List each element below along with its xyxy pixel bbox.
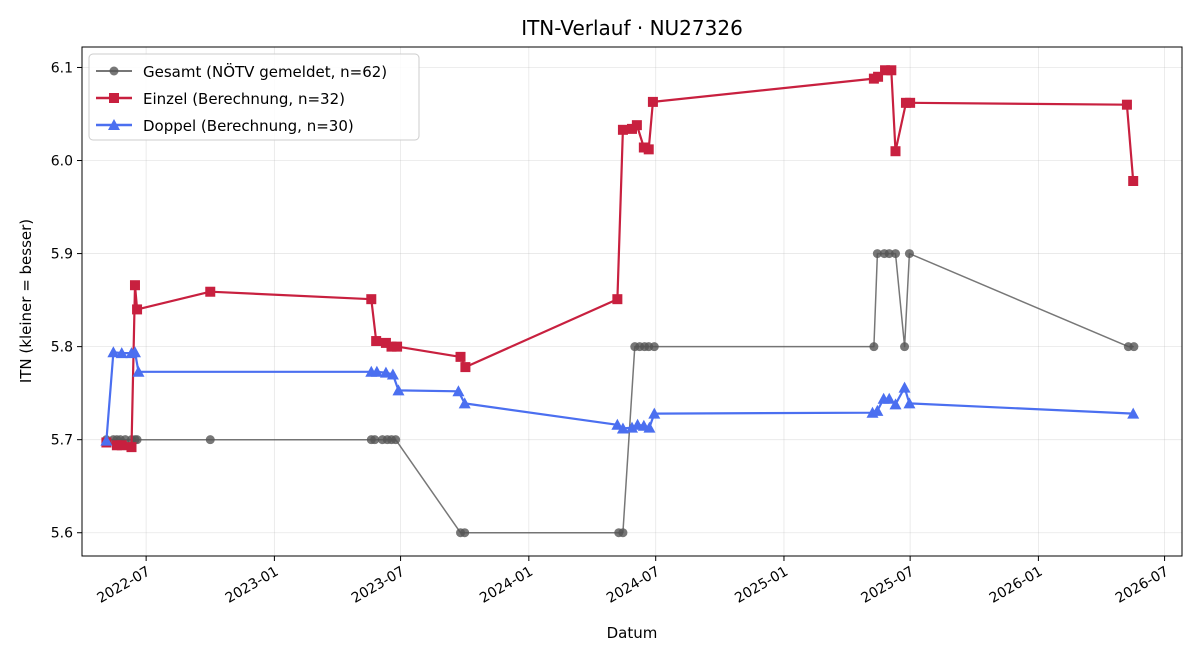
series-layer (100, 65, 1140, 538)
data-point-einzel (132, 304, 143, 315)
data-point-doppel (626, 421, 638, 433)
x-tick-label: 2025-01 (732, 564, 791, 607)
data-point-gesamt (391, 435, 401, 445)
plot-frame (81, 46, 1183, 557)
data-point-einzel (647, 96, 658, 107)
data-point-doppel (616, 422, 629, 434)
data-point-einzel (126, 442, 137, 453)
x-tick-label: 2024-01 (477, 564, 536, 607)
data-point-doppel (889, 398, 902, 410)
data-point-einzel (392, 341, 403, 352)
x-tick-label: 2023-07 (349, 564, 408, 607)
data-point-einzel (1128, 175, 1139, 186)
data-point-doppel (883, 392, 896, 404)
data-point-gesamt (460, 528, 470, 538)
x-tick-label: 2026-07 (1113, 564, 1172, 607)
legend-item-doppel: Doppel (Berechnung, n=30) (96, 117, 354, 135)
x-tick-label: 2024-07 (604, 564, 663, 607)
data-point-gesamt (618, 528, 628, 538)
data-point-einzel (631, 120, 642, 131)
data-point-doppel (379, 366, 392, 378)
data-point-einzel (455, 351, 466, 362)
y-axis-label: ITN (kleiner = besser) (17, 219, 35, 383)
data-point-einzel (905, 97, 916, 108)
data-point-doppel (871, 404, 884, 416)
data-point-einzel (371, 336, 382, 347)
x-tick-label: 2023-01 (223, 564, 282, 607)
series-gesamt (101, 249, 1139, 538)
series-doppel (100, 346, 1140, 446)
y-axis: 5.6 5.7 5.8 5.9 6.0 6.1 (51, 60, 82, 542)
data-point-gesamt (132, 435, 142, 445)
data-point-einzel (880, 65, 891, 76)
data-point-einzel (643, 144, 654, 155)
data-point-doppel (107, 346, 120, 358)
data-point-einzel (205, 286, 216, 297)
data-point-einzel (116, 440, 127, 451)
data-point-doppel (1127, 407, 1140, 419)
data-point-gesamt (649, 342, 659, 352)
legend-label-gesamt: Gesamt (NÖTV gemeldet, n=62) (143, 62, 387, 81)
data-point-gesamt (1129, 342, 1139, 352)
x-axis: 2022-07 2023-01 2023-07 2024-01 2024-07 2025-… (94, 556, 1172, 607)
legend-label-doppel: Doppel (Berechnung, n=30) (143, 117, 354, 135)
data-point-einzel (366, 294, 377, 305)
y-tick-label: 5.7 (51, 433, 73, 449)
data-point-gesamt (370, 435, 380, 445)
legend-item-einzel: Einzel (Berechnung, n=32) (96, 90, 345, 108)
legend: Gesamt (NÖTV gemeldet, n=62) Einzel (Ber… (88, 53, 420, 141)
data-point-doppel (115, 347, 128, 359)
legend-marker-doppel (108, 119, 120, 130)
data-point-einzel (129, 280, 140, 291)
y-tick-label: 5.8 (51, 340, 73, 356)
data-point-gesamt (205, 435, 215, 445)
data-point-einzel (1121, 99, 1132, 110)
data-point-einzel (617, 124, 628, 135)
data-point-doppel (903, 397, 916, 409)
data-point-doppel (132, 365, 145, 377)
data-point-doppel (458, 397, 471, 409)
data-point-doppel (452, 385, 465, 397)
data-point-doppel (100, 434, 113, 446)
chart-title: ITN-Verlauf · NU27326 (521, 16, 743, 40)
data-point-gesamt (884, 249, 894, 259)
legend-marker-einzel (109, 93, 119, 103)
legend-label-einzel: Einzel (Berechnung, n=32) (143, 90, 345, 108)
x-tick-label: 2025-07 (858, 564, 917, 607)
data-point-einzel (890, 146, 901, 157)
data-point-doppel (898, 381, 911, 393)
legend-item-gesamt: Gesamt (NÖTV gemeldet, n=62) (96, 62, 387, 81)
data-point-einzel (386, 341, 397, 352)
data-point-gesamt (904, 249, 914, 259)
data-point-doppel (386, 368, 399, 380)
data-point-einzel (886, 65, 897, 76)
data-point-gesamt (900, 342, 910, 352)
x-tick-label: 2022-07 (94, 564, 153, 607)
data-point-doppel (611, 418, 624, 430)
data-point-doppel (643, 421, 656, 433)
x-tick-label: 2026-01 (987, 564, 1046, 607)
data-point-gesamt (872, 249, 882, 259)
x-axis-label: Datum (607, 624, 658, 642)
legend-box (88, 53, 420, 141)
series-einzel (101, 65, 1139, 453)
data-point-einzel (873, 71, 884, 82)
data-point-doppel (648, 407, 661, 419)
data-point-doppel (128, 346, 141, 358)
data-point-einzel (460, 362, 471, 373)
data-point-gesamt (869, 342, 879, 352)
y-tick-label: 5.9 (51, 247, 73, 263)
y-tick-label: 6.1 (51, 60, 73, 76)
data-point-doppel (370, 365, 383, 377)
y-tick-label: 6.0 (51, 154, 73, 170)
data-point-doppel (392, 384, 405, 396)
data-point-einzel (612, 294, 623, 305)
y-tick-label: 5.6 (51, 526, 73, 542)
data-point-einzel (380, 337, 391, 348)
data-point-gesamt (890, 249, 900, 259)
legend-marker-gesamt (109, 66, 119, 76)
